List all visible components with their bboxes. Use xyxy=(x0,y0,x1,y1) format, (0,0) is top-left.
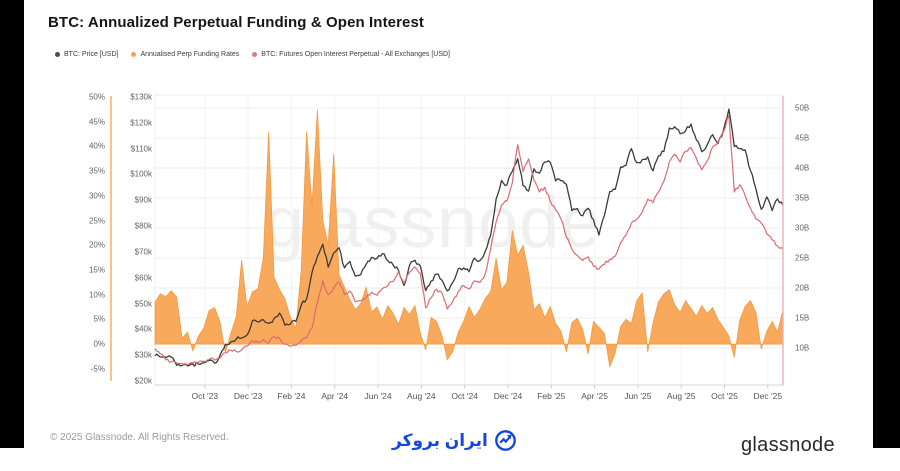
page-title: BTC: Annualized Perpetual Funding & Open… xyxy=(48,14,425,31)
legend-item-label: BTC: Futures Open Interest Perpetual - A… xyxy=(261,51,450,58)
iranbroker-trend-circle-icon xyxy=(494,430,516,451)
funding-legend-dot-icon xyxy=(131,52,137,57)
legend-item-price[interactable]: BTC: Price [USD] xyxy=(55,51,118,58)
open-interest-legend-dot-icon xyxy=(252,52,258,57)
legend-item-label: Annualised Perp Funding Rates xyxy=(140,51,240,58)
legend-item-funding[interactable]: Annualised Perp Funding Rates xyxy=(131,51,239,58)
price-legend-dot-icon xyxy=(55,52,60,57)
letterbox-right xyxy=(873,0,900,448)
chart-legend: BTC: Price [USD] Annualised Perp Funding… xyxy=(55,51,450,58)
glassnode-wordmark: glassnode xyxy=(741,434,835,456)
legend-item-open-interest[interactable]: BTC: Futures Open Interest Perpetual - A… xyxy=(252,51,450,58)
iranbroker-logo-text: ایران بروکر xyxy=(392,430,488,450)
iranbroker-logo: ایران بروکر xyxy=(392,429,517,452)
letterbox-left xyxy=(0,0,24,448)
footer-copyright: © 2025 Glassnode. All Rights Reserved. xyxy=(50,432,229,443)
legend-item-label: BTC: Price [USD] xyxy=(64,51,119,58)
